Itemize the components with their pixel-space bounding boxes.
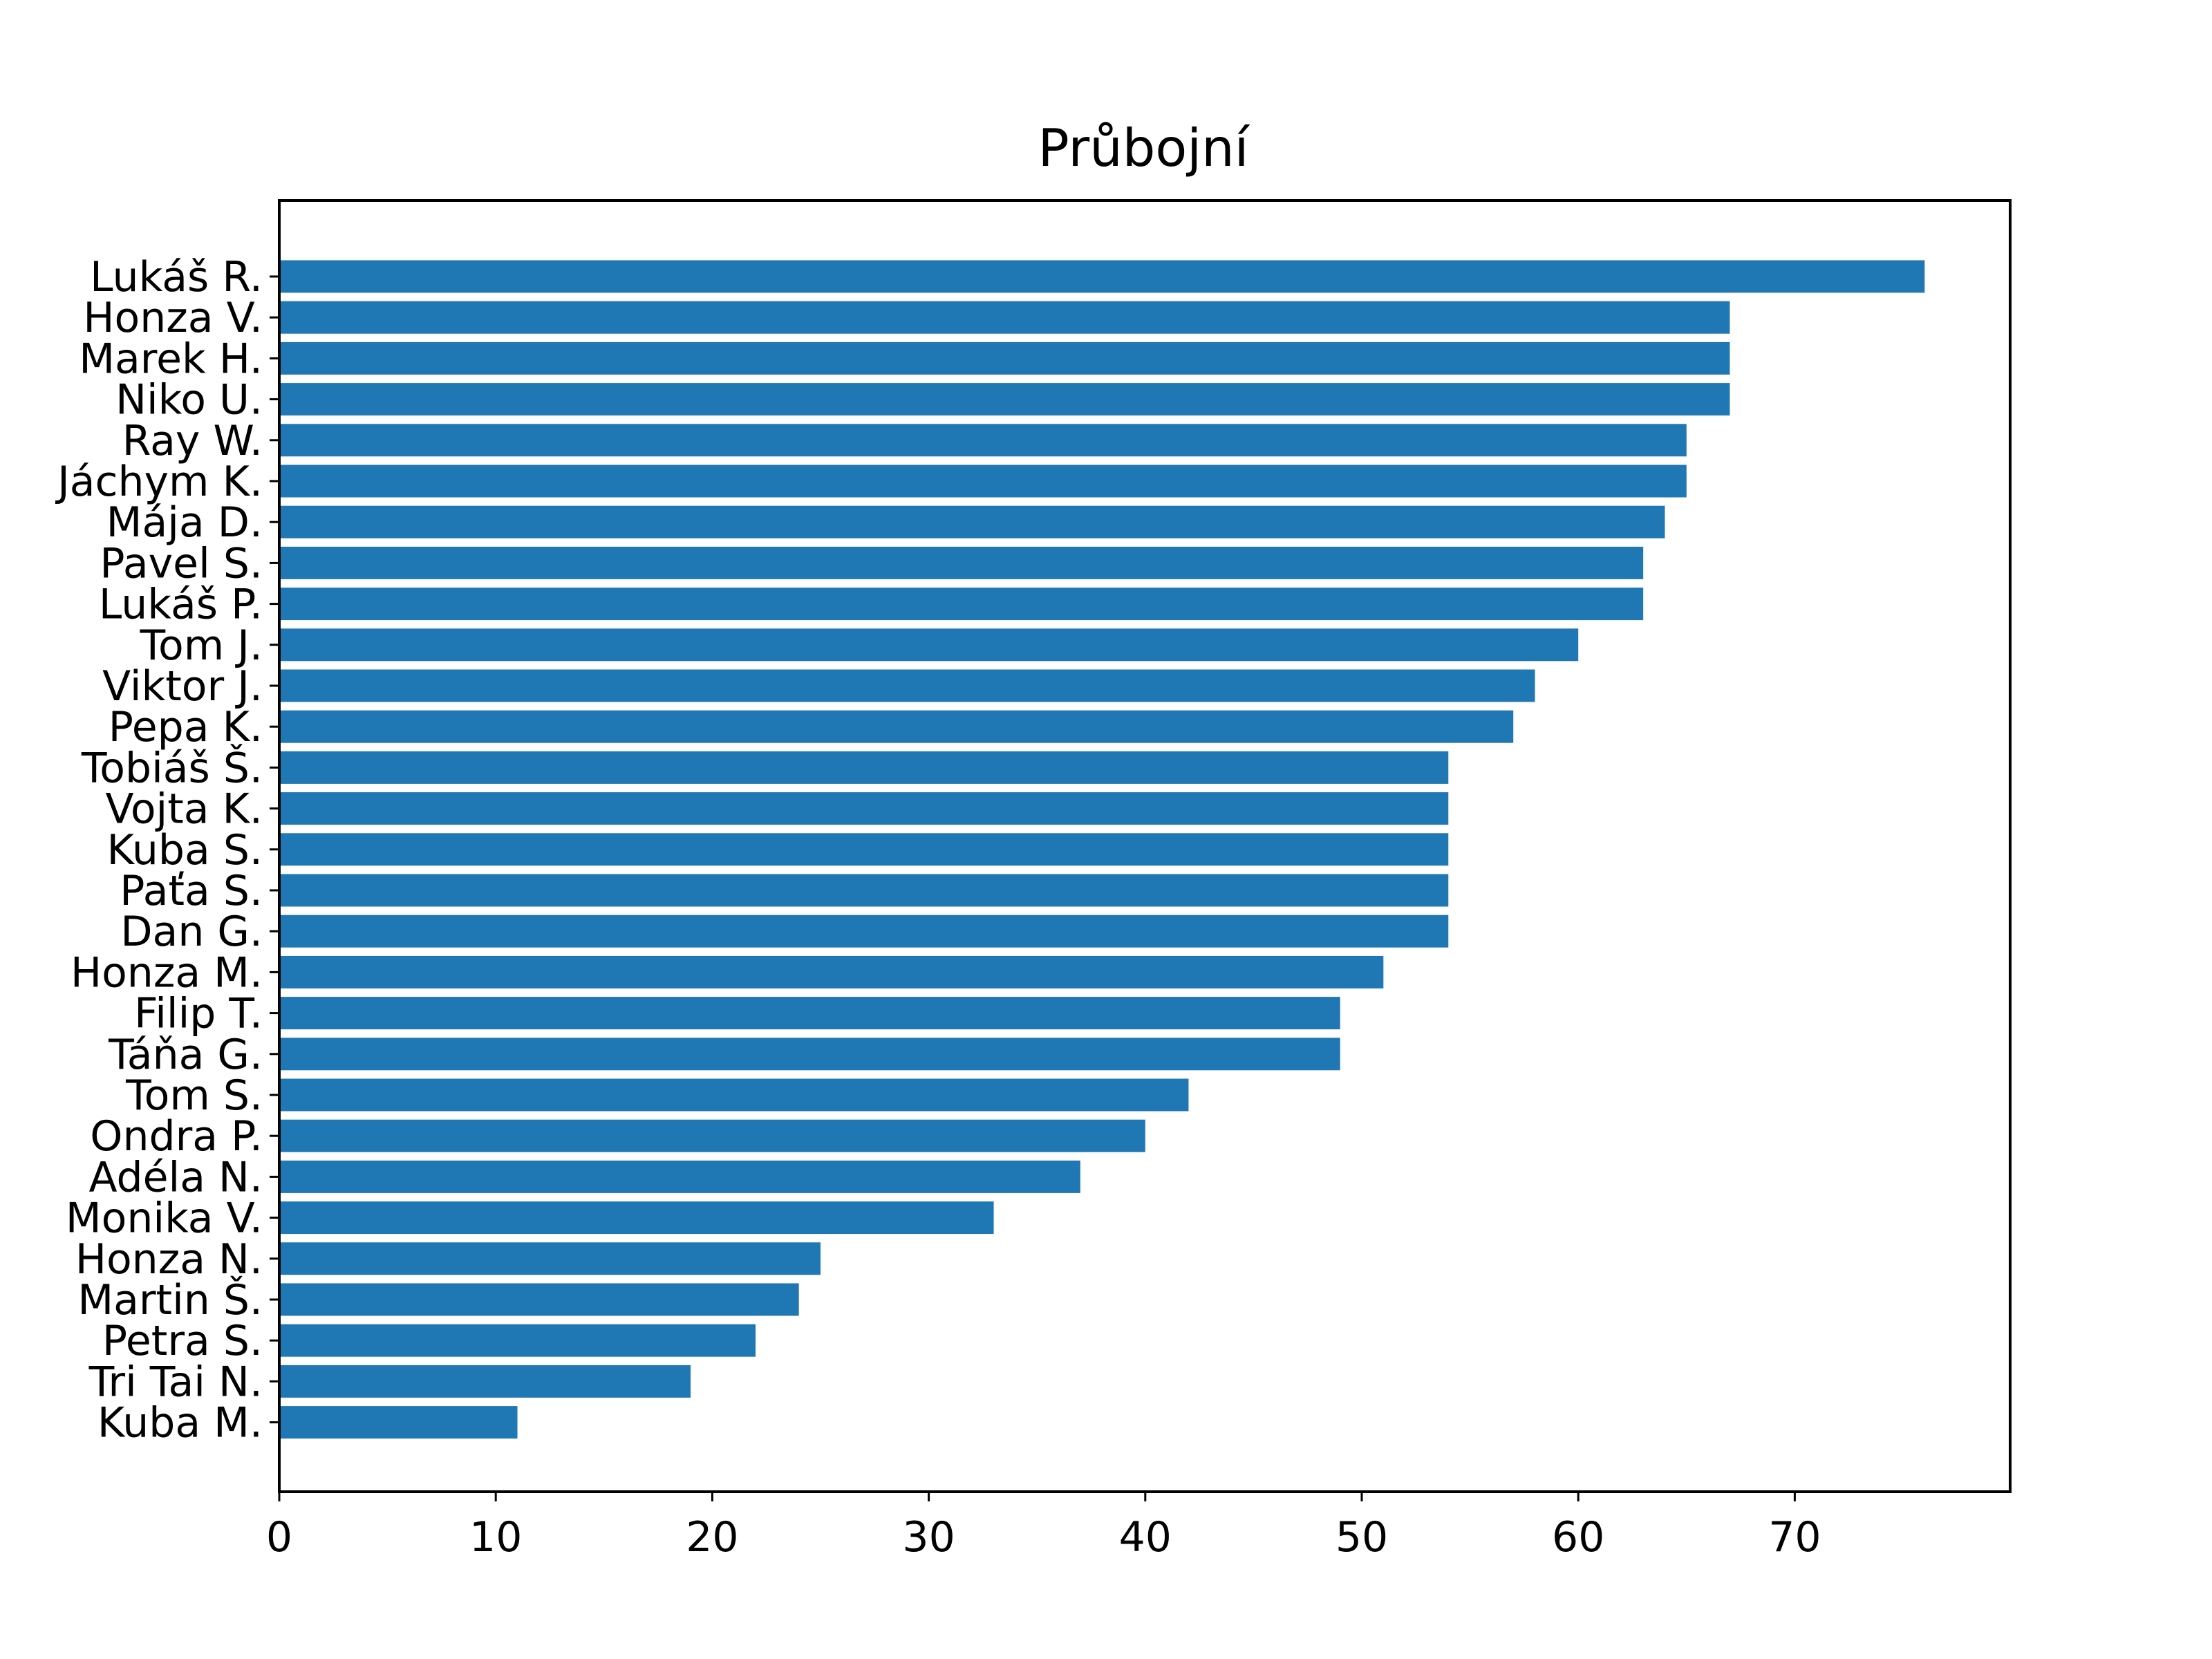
y-tick-label: Viktor J. — [102, 662, 263, 711]
bar — [279, 751, 1449, 784]
y-tick-label: Kuba S. — [107, 826, 263, 874]
y-tick-label: Pavel S. — [100, 539, 263, 588]
bar — [279, 465, 1687, 498]
y-tick-label: Filip T. — [134, 990, 263, 1038]
bar — [279, 383, 1730, 416]
y-tick-label: Pepa K. — [109, 703, 263, 751]
y-tick-label: Ondra P. — [90, 1112, 263, 1161]
bar — [279, 669, 1535, 702]
bar — [279, 1324, 756, 1357]
y-tick-label: Martin Š. — [77, 1275, 263, 1324]
x-tick-label: 0 — [266, 1513, 292, 1562]
y-tick-label: Adéla N. — [89, 1153, 263, 1201]
bar — [279, 301, 1730, 334]
bar — [279, 997, 1340, 1030]
y-tick-label: Dan G. — [120, 908, 263, 956]
y-tick-label: Jáchym K. — [55, 458, 263, 506]
bar — [279, 260, 1925, 293]
bar — [279, 341, 1730, 375]
y-axis: Lukáš R.Honza V.Marek H.Niko U.Ray W.Jác… — [55, 253, 279, 1447]
bar — [279, 424, 1687, 457]
y-tick-label: Ray W. — [122, 417, 263, 465]
bar — [279, 915, 1449, 948]
y-tick-label: Honza V. — [83, 294, 263, 342]
bar — [279, 1201, 994, 1235]
bar — [279, 505, 1665, 538]
y-tick-label: Táňa G. — [108, 1031, 263, 1079]
plot-frame — [278, 199, 2012, 1493]
chart-title: Průbojní — [1038, 118, 1250, 178]
x-tick-label: 10 — [469, 1513, 522, 1562]
y-tick-label: Petra S. — [102, 1317, 263, 1365]
y-tick-label: Tom S. — [125, 1071, 263, 1120]
bar — [279, 874, 1449, 907]
y-tick-label: Honza N. — [75, 1235, 263, 1284]
x-tick-label: 60 — [1552, 1513, 1604, 1562]
bar — [279, 1160, 1080, 1193]
bar — [279, 546, 1644, 579]
y-tick-label: Niko U. — [115, 376, 263, 424]
x-tick-label: 50 — [1335, 1513, 1388, 1562]
y-tick-label: Monika V. — [66, 1194, 263, 1243]
bar — [279, 792, 1449, 825]
y-tick-label: Lukáš R. — [90, 253, 263, 301]
y-tick-label: Kuba M. — [97, 1399, 263, 1447]
bar — [279, 710, 1514, 743]
bar — [279, 1283, 799, 1316]
bar — [279, 1078, 1189, 1112]
x-tick-label: 30 — [902, 1513, 955, 1562]
y-tick-label: Tobiáš Š. — [81, 743, 263, 792]
x-tick-label: 70 — [1768, 1513, 1821, 1562]
bar — [279, 1242, 821, 1275]
y-tick-label: Tom J. — [140, 621, 263, 670]
y-tick-label: Paťa S. — [120, 867, 263, 915]
bar — [279, 628, 1579, 662]
y-tick-label: Marek H. — [79, 335, 263, 383]
bar — [279, 955, 1384, 988]
bar — [279, 588, 1644, 621]
y-tick-label: Honza M. — [71, 948, 263, 997]
y-tick-label: Mája D. — [106, 498, 263, 547]
bar — [279, 1406, 518, 1439]
bar — [279, 1119, 1145, 1152]
x-tick-label: 20 — [686, 1513, 738, 1562]
bar — [279, 1038, 1340, 1071]
bar — [279, 833, 1449, 866]
x-axis: 0 10 20 30 40 50 60 70 — [266, 1492, 1821, 1562]
y-tick-label: Lukáš P. — [99, 581, 263, 629]
bar — [279, 1365, 691, 1398]
y-tick-label: Vojta K. — [105, 785, 263, 834]
y-tick-label: Tri Tai N. — [88, 1358, 263, 1406]
bars-group — [279, 260, 1925, 1439]
x-tick-label: 40 — [1119, 1513, 1172, 1562]
